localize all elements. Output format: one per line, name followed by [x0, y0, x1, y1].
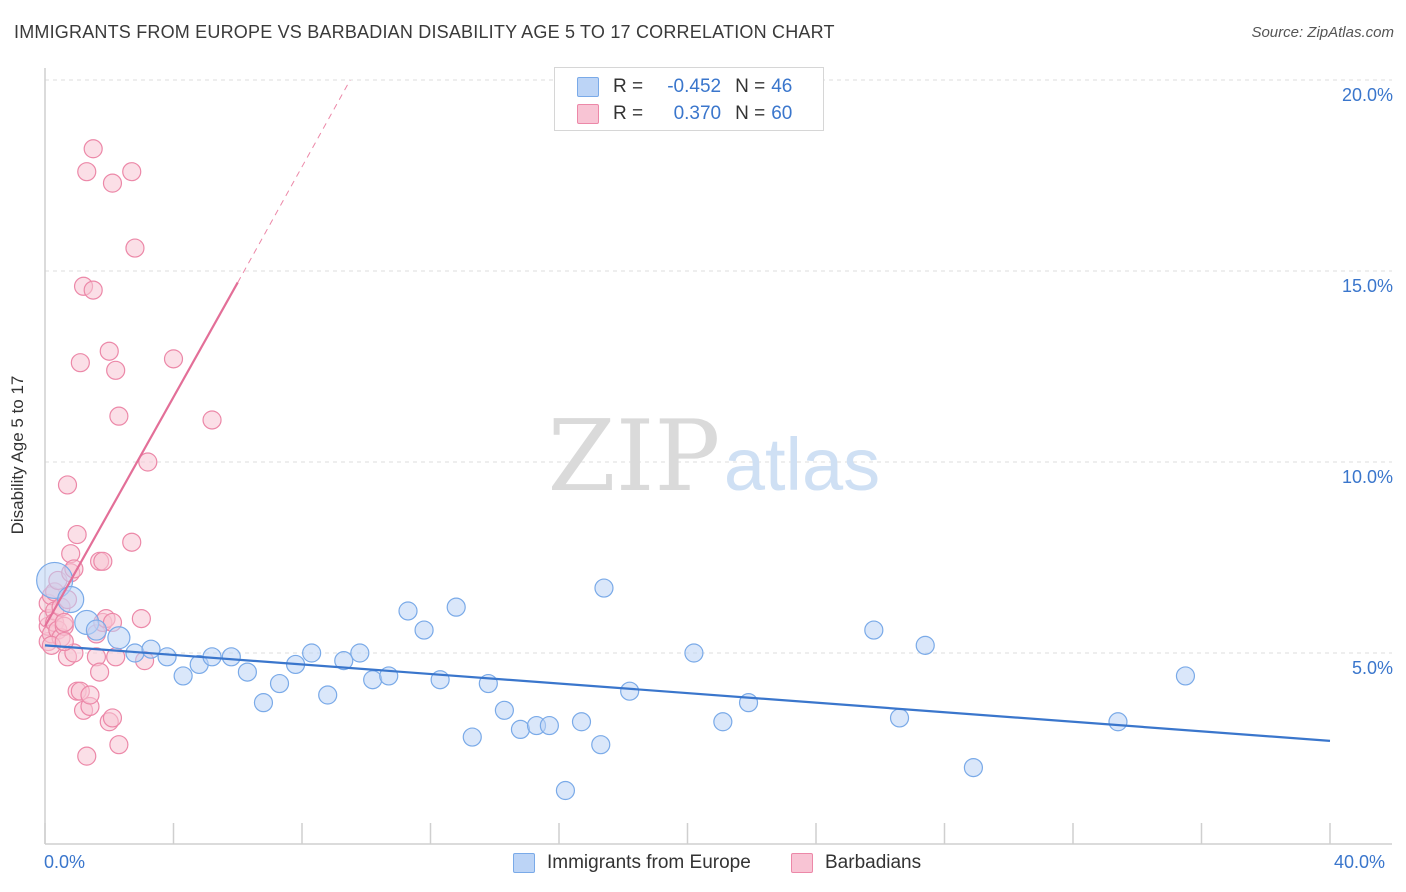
- barbadian-point: [122, 162, 142, 182]
- europe-point: [571, 712, 592, 732]
- legend-row-europe: R = -0.452 N = 46: [577, 76, 792, 98]
- y-tick-label: 15.0%: [1341, 276, 1393, 296]
- barbadian-point: [90, 662, 110, 682]
- barbadian-point: [77, 162, 97, 182]
- legend-n-label: N =: [735, 103, 766, 124]
- barbadian-point: [80, 685, 100, 705]
- europe-point: [864, 620, 884, 640]
- legend-swatch-europe: [577, 77, 599, 97]
- europe-point: [713, 712, 733, 732]
- europe-point: [591, 735, 611, 755]
- x-tick-label-max: 40.0%: [1334, 852, 1386, 872]
- europe-point: [915, 635, 935, 655]
- barbadian-point: [109, 735, 129, 755]
- barbadian-point: [99, 341, 119, 361]
- watermark-zip: ZIP: [548, 400, 721, 514]
- y-tick-label: 10.0%: [1341, 467, 1393, 487]
- series-legend: Immigrants from Europe Barbadians: [0, 852, 1406, 876]
- europe-point: [963, 757, 984, 778]
- legend-item-barbadians[interactable]: Barbadians: [791, 852, 921, 874]
- barbadian-point: [202, 410, 222, 430]
- europe-point: [510, 719, 531, 740]
- europe-point: [57, 585, 85, 614]
- europe-point: [594, 578, 614, 598]
- barbadian-point: [106, 360, 126, 380]
- europe-point: [889, 708, 910, 728]
- barbadian-point: [70, 353, 90, 373]
- barbadian-point: [83, 139, 103, 159]
- x-tick-label-min: 0.0%: [44, 852, 86, 872]
- europe-point: [620, 681, 640, 701]
- legend-n-value: 46: [771, 76, 793, 97]
- trend-lines: [44, 79, 1331, 742]
- legend-n-value: 60: [771, 103, 793, 124]
- europe-point: [398, 601, 418, 621]
- legend-r-value: 0.370: [673, 103, 722, 124]
- chart-title: IMMIGRANTS FROM EUROPE VS BARBADIAN DISA…: [14, 22, 835, 42]
- europe-point: [350, 643, 370, 663]
- watermark-atlas: atlas: [724, 423, 880, 506]
- barbadian-point: [138, 452, 158, 472]
- legend-label-europe: Immigrants from Europe: [547, 852, 751, 873]
- europe-point: [539, 715, 559, 736]
- europe-point: [173, 666, 193, 686]
- europe-point: [85, 619, 108, 641]
- barbadian-point: [109, 406, 129, 426]
- legend-r-value: -0.452: [667, 76, 722, 97]
- barbadian-point: [67, 524, 87, 545]
- barbadian-point: [57, 475, 78, 495]
- barbadian-trend-line: [44, 281, 239, 627]
- europe-point: [494, 700, 514, 720]
- europe-point: [221, 647, 241, 667]
- barbadian-point: [83, 280, 103, 300]
- legend-item-europe[interactable]: Immigrants from Europe: [513, 852, 751, 874]
- barbadian-point: [77, 746, 97, 766]
- legend-n-label: N =: [735, 76, 766, 97]
- europe-point: [269, 673, 290, 694]
- barbadian-point: [102, 173, 123, 193]
- europe-point: [414, 620, 434, 640]
- barbadian-trend-extension: [237, 79, 351, 283]
- europe-point: [141, 639, 161, 659]
- barbadian-point: [131, 609, 151, 629]
- barbadian-point: [163, 349, 184, 369]
- europe-point: [334, 651, 354, 671]
- legend-r-label: R =: [613, 103, 644, 124]
- europe-point: [107, 626, 131, 650]
- y-tick-label: 5.0%: [1351, 658, 1393, 678]
- legend-r-label: R =: [613, 76, 644, 97]
- immigrants-from-europe-points: [36, 561, 1196, 801]
- legend-swatch-barbadians: [791, 853, 813, 873]
- y-axis-label: Disability Age 5 to 17: [8, 375, 27, 535]
- source-credit: Source: ZipAtlas.com: [1251, 24, 1394, 41]
- barbadian-point: [93, 551, 113, 571]
- europe-point: [302, 643, 322, 663]
- europe-point: [684, 643, 704, 663]
- correlation-legend: R = -0.452 N = 46 R = 0.370 N = 60: [554, 67, 824, 131]
- barbadian-point: [125, 238, 145, 258]
- legend-swatch-europe: [513, 853, 535, 873]
- europe-point: [446, 597, 466, 617]
- europe-point: [462, 727, 482, 747]
- legend-swatch-barbadians: [577, 104, 599, 124]
- barbadian-point: [122, 532, 142, 552]
- europe-trend-line: [44, 644, 1331, 742]
- legend-row-barbadians: R = 0.370 N = 60: [577, 103, 792, 125]
- legend-label-barbadians: Barbadians: [825, 852, 922, 873]
- europe-point: [1175, 666, 1196, 686]
- europe-point: [363, 670, 383, 690]
- europe-point: [157, 647, 177, 667]
- axes: [44, 68, 1392, 845]
- europe-point: [555, 780, 576, 801]
- europe-point: [1108, 712, 1128, 732]
- y-tick-label: 20.0%: [1341, 85, 1393, 105]
- barbadian-point: [102, 708, 123, 728]
- europe-point: [237, 662, 257, 682]
- europe-point: [318, 685, 338, 705]
- europe-point: [253, 693, 274, 713]
- barbadian-point: [54, 612, 74, 633]
- grid-lines: [45, 79, 1392, 654]
